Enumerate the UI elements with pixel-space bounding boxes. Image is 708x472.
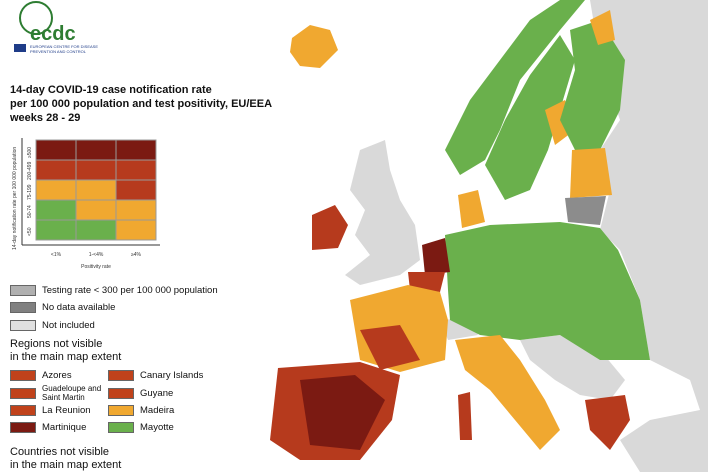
logo-globe xyxy=(19,1,53,35)
region-label: Canary Islands xyxy=(140,370,204,381)
swatch xyxy=(108,370,134,381)
swatch xyxy=(10,320,36,331)
land-central xyxy=(445,222,650,360)
land-france-red xyxy=(360,325,420,370)
matrix-cell xyxy=(35,179,77,201)
countries-heading: in the main map extent xyxy=(10,459,122,471)
matrix-y-label: 14-day notification rate per 100 000 pop… xyxy=(12,147,18,250)
matrix-cell xyxy=(75,179,117,201)
land-lithuania xyxy=(565,196,606,225)
eu-flag xyxy=(14,44,26,52)
swatch xyxy=(108,405,134,416)
land-italy xyxy=(455,335,560,450)
matrix-y-tick: ≥500 xyxy=(27,147,33,158)
legend-label: No data available xyxy=(42,302,116,313)
matrix-cell xyxy=(115,199,157,221)
swatch xyxy=(10,422,36,433)
regions-heading: in the main map extent xyxy=(10,351,122,363)
land-netherlands xyxy=(422,238,450,275)
land-baltics xyxy=(570,148,612,198)
countries-heading: Countries not visible xyxy=(10,446,110,458)
matrix-cell xyxy=(35,139,77,161)
agency: EUROPEAN CENTRE FOR DISEASE PREVENTION A… xyxy=(30,44,99,54)
swatch xyxy=(108,388,134,399)
legend-label: Not included xyxy=(42,320,95,331)
matrix-x-tick: 1-<4% xyxy=(89,252,104,258)
matrix-cell xyxy=(75,219,117,241)
land-finland xyxy=(560,20,625,150)
region-label: Guadeloupe and Saint Martin xyxy=(42,384,102,402)
land-greece xyxy=(585,395,630,450)
land-belgium xyxy=(408,272,445,292)
matrix-y-tick: 50-74 xyxy=(27,205,33,218)
title-line: per 100 000 population and test positivi… xyxy=(10,98,273,110)
matrix-cell xyxy=(35,219,77,241)
matrix-cell xyxy=(115,159,157,181)
matrix-y-tick: <50 xyxy=(27,227,33,236)
land-iceland xyxy=(290,25,338,68)
land-uk xyxy=(345,140,420,285)
region-label: Azores xyxy=(42,370,72,381)
matrix-cell xyxy=(35,159,77,181)
title-line: 14-day COVID-19 case notification rate xyxy=(10,84,212,96)
land-finland-orange xyxy=(590,10,615,45)
matrix-cell xyxy=(115,139,157,161)
matrix-labels: 14-day notification rate per 100 000 pop… xyxy=(12,147,142,270)
land-norway xyxy=(445,0,585,175)
land-ireland xyxy=(312,205,348,250)
title-line: weeks 28 - 29 xyxy=(10,112,81,124)
region-label: Guyane xyxy=(140,388,174,399)
matrix-cell xyxy=(75,159,117,181)
land-corsica-sardinia xyxy=(458,392,472,440)
region-label: La Reunion xyxy=(42,405,91,416)
swatch xyxy=(108,422,134,433)
swatch xyxy=(10,388,36,399)
land-not-included xyxy=(590,0,708,472)
land-iberia-dark xyxy=(300,375,385,450)
region-label: Mayotte xyxy=(140,422,174,433)
logo-text: ecdc xyxy=(30,23,76,45)
regions-heading: Regions not visible xyxy=(10,338,103,350)
swatch xyxy=(10,405,36,416)
region-label: Martinique xyxy=(42,422,87,433)
land-denmark xyxy=(458,190,485,228)
matrix-cell xyxy=(75,139,117,161)
matrix-x-tick: ≥4% xyxy=(131,252,142,258)
swatch xyxy=(10,302,36,313)
positivity-matrix xyxy=(35,139,157,241)
swatch xyxy=(10,285,36,296)
matrix-cell xyxy=(75,199,117,221)
matrix-y-tick: 75-199 xyxy=(27,184,33,200)
legend-label: Testing rate < 300 per 100 000 populatio… xyxy=(42,285,218,296)
matrix-x-label: Positivity rate xyxy=(81,264,111,270)
matrix-x-tick: <1% xyxy=(51,252,62,258)
land-sweden xyxy=(485,35,575,200)
matrix-y-tick: 200-499 xyxy=(27,161,33,180)
matrix-cell xyxy=(115,219,157,241)
matrix-cell xyxy=(115,179,157,201)
swatch xyxy=(10,370,36,381)
matrix-cell xyxy=(35,199,77,221)
region-label: Madeira xyxy=(140,405,175,416)
